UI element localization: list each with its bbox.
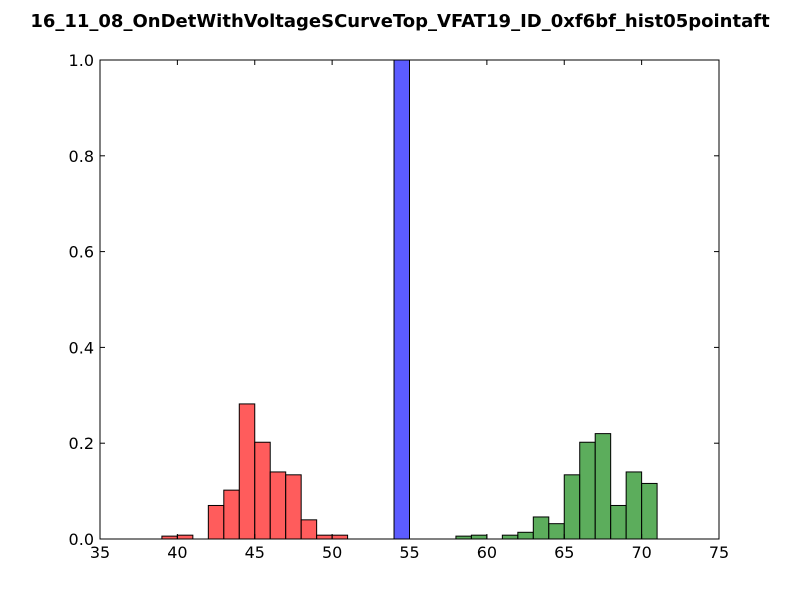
bar-series-0-4 bbox=[238, 403, 256, 540]
bar-series-2-8 bbox=[594, 433, 612, 540]
x-tick-label: 65 bbox=[554, 543, 574, 562]
bar-series-2-10 bbox=[625, 471, 643, 540]
bar-series-2-3 bbox=[517, 531, 534, 540]
bar-series-2-1 bbox=[470, 534, 488, 540]
y-tick-label: 0.6 bbox=[69, 243, 94, 262]
bars-layer bbox=[161, 59, 658, 540]
chart-title: 16_11_08_OnDetWithVoltageSCurveTop_VFAT1… bbox=[30, 11, 770, 32]
bar-series-2-4 bbox=[532, 516, 550, 540]
y-tick-label: 0.4 bbox=[69, 338, 94, 357]
y-tick-label: 0.8 bbox=[69, 147, 94, 166]
bar-series-0-1 bbox=[176, 534, 194, 540]
bar-series-2-11 bbox=[641, 482, 658, 540]
bar-series-2-6 bbox=[563, 474, 581, 540]
x-tick-label: 35 bbox=[90, 543, 110, 562]
bar-series-2-7 bbox=[579, 441, 596, 540]
y-tick-label: 1.0 bbox=[69, 51, 94, 70]
bar-series-0-2 bbox=[207, 504, 225, 540]
x-tick-label: 50 bbox=[322, 543, 342, 562]
bar-series-0-5 bbox=[254, 441, 271, 540]
bar-series-0-8 bbox=[300, 519, 318, 540]
bar-series-1-0 bbox=[393, 59, 410, 540]
x-tick-label: 40 bbox=[167, 543, 187, 562]
bar-series-0-10 bbox=[331, 534, 349, 540]
axes-layer: 35 40 45 50 55 60 65 70 75 0.0 0.2 0.4 0.6 0.8 1.0 bbox=[69, 51, 730, 562]
bar-series-0-6 bbox=[269, 471, 287, 540]
bar-series-2-9 bbox=[610, 504, 627, 540]
x-tick-label: 55 bbox=[399, 543, 419, 562]
y-tick-label: 0.0 bbox=[69, 530, 94, 549]
x-tick-label: 70 bbox=[631, 543, 651, 562]
x-tick-label: 75 bbox=[709, 543, 729, 562]
bar-series-2-2 bbox=[501, 534, 519, 540]
x-tick-label: 45 bbox=[245, 543, 265, 562]
bar-series-2-5 bbox=[548, 523, 565, 540]
x-tick-label: 60 bbox=[477, 543, 497, 562]
bar-series-0-7 bbox=[285, 474, 302, 540]
y-tick-label: 0.2 bbox=[69, 434, 94, 453]
bar-series-0-9 bbox=[316, 534, 333, 540]
bar-series-0-3 bbox=[223, 489, 240, 540]
